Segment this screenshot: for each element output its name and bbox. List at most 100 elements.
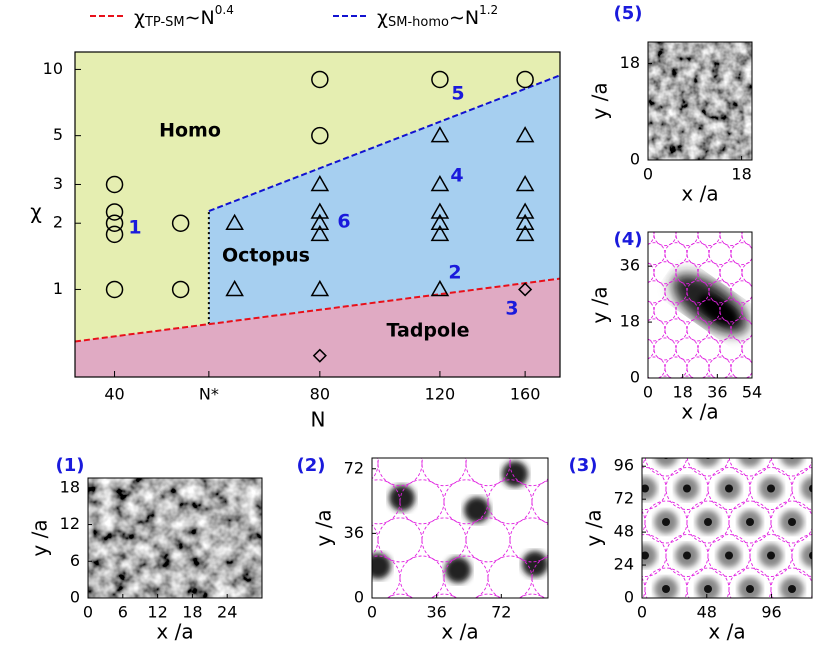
cell-outline [708,318,732,342]
x-tick-label: 0 [367,603,377,622]
legend-text-part: χ [377,7,388,29]
cell-outline [764,338,786,360]
cell-outline [421,458,467,487]
x-tick-label: 120 [425,385,456,404]
phase-region [208,75,560,325]
y-tick-label: 0 [354,588,364,607]
density-halo [822,510,827,534]
x-tick-label: 6 [118,603,128,622]
marker-circle [171,214,190,232]
panel-frame [641,457,813,599]
y-tick-label: 72 [344,458,364,477]
y-axis-label: y /a [582,509,606,546]
density-halo [591,477,615,501]
cell-outline [443,555,489,598]
plot-frame [74,51,561,378]
density-blob [502,461,528,487]
marker-triangle [310,174,330,192]
x-tick-label: 36 [426,603,446,622]
panel-label: (1) [56,455,85,476]
cell-outline [791,534,812,577]
x-tick-label: 40 [104,385,124,404]
x-tick-label: N* [199,385,219,404]
cell-outline [488,404,532,448]
cell-outline [421,517,467,563]
panel-label: (3) [569,455,598,476]
legend-text-part: ∼N [449,7,479,29]
cell-outline [813,568,827,610]
marker-triangle [515,202,535,219]
cell-outline [377,458,423,487]
cell-outline [648,300,655,322]
cell-outline [400,404,444,448]
cell-outline [665,205,687,227]
cell-outline [770,458,812,477]
density-blob [445,557,471,583]
density-blob [372,553,391,579]
y-tick-label: 0 [630,368,640,387]
density-image [88,478,262,598]
legend-entry: χTP-SM∼N0.4 [134,3,234,30]
y-tick-label: 2 [53,213,63,232]
cell-outline [653,232,677,247]
panel-label: (5) [614,3,643,24]
cell-outline [372,458,379,480]
marker-triangle [430,174,450,192]
x-tick-label: 0 [83,603,93,622]
cell-outline [644,458,688,477]
cell-outline [554,594,598,638]
cell-outline [648,280,666,304]
y-axis-label: y /a [312,509,336,546]
cell-outline [675,261,699,285]
cell-outline [708,242,732,266]
cell-outline [465,517,511,563]
cell-outline [686,318,710,342]
legend-text-part: 1.2 [479,3,498,17]
density-core [809,484,812,493]
panel-image [88,478,262,598]
marker-circle [105,203,124,221]
y-axis-label: y /a [588,82,612,119]
x-axis-label: x /a [708,620,745,644]
cell-outline [686,242,710,266]
marker-triangle [430,224,450,242]
marker-circle [311,126,329,145]
density-halo [642,543,657,568]
cell-outline [719,232,743,247]
y-axis-label: y /a [588,286,612,323]
cell-outline [723,375,739,378]
marker-triangle [310,224,330,242]
region-label: Homo [159,120,221,142]
cell-outline [399,479,445,525]
cell-outline [753,205,775,227]
marker-circle [105,175,124,194]
marker-triangle [430,126,450,143]
cell-outline [653,299,677,323]
cell-outline [664,318,688,342]
cell-outline [664,280,688,304]
x-tick-label: 80 [310,385,330,404]
cell-outline [675,232,699,247]
density-core [746,518,754,526]
cell-outline [443,479,489,525]
x-tick-label: 36 [707,383,727,402]
marker-circle [171,280,190,299]
cell-outline [753,357,775,379]
density-core [683,551,691,560]
density-core [767,551,775,560]
density-halo [801,476,812,501]
cell-outline [356,404,400,448]
cell-outline [730,242,752,266]
marker-triangle [225,213,244,230]
y-tick-label: 72 [614,489,634,508]
y-tick-label: 3 [53,174,63,193]
x-tick-label: 48 [697,603,717,622]
y-tick-label: 0 [624,588,634,607]
cell-outline [532,404,576,448]
cell-outline [701,375,717,378]
density-core [767,484,775,493]
density-core [662,585,670,593]
density-halo [822,577,827,601]
cell-outline [372,555,401,598]
cell-outline [686,356,710,378]
